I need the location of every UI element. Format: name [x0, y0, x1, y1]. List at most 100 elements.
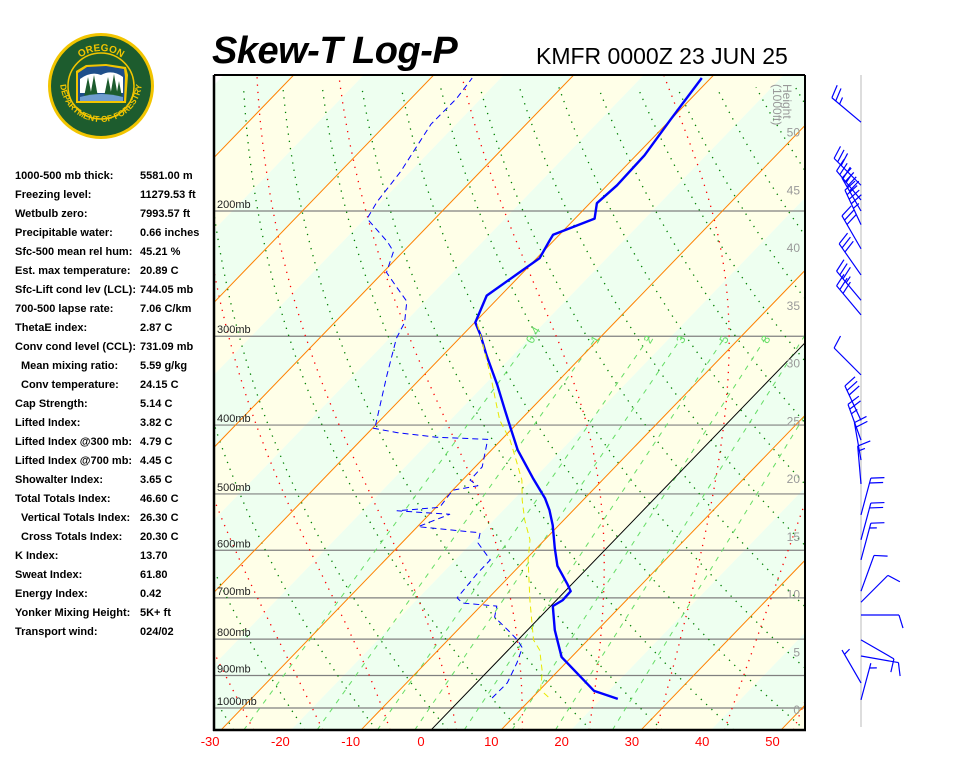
stat-row: Lifted Index @300 mb: 4.79 C — [15, 434, 215, 453]
stat-label: Wetbulb zero: — [15, 208, 88, 220]
wind-barb-feather — [835, 88, 842, 102]
wind-barb-staff — [844, 385, 862, 421]
wind-barb-feather — [836, 274, 845, 287]
wind-barb-feather — [844, 172, 855, 183]
stat-value: 46.60 C — [140, 493, 179, 505]
mixing-ratio-line — [376, 335, 651, 730]
stat-row: Precipitable water: 0.66 inches — [15, 225, 215, 244]
wind-barb-feather — [854, 415, 867, 424]
stat-value: 11279.53 ft — [140, 189, 196, 201]
stat-value: 20.89 C — [140, 265, 179, 277]
wind-barb — [833, 335, 862, 376]
wind-barb-staff — [836, 270, 862, 301]
stat-label: Vertical Totals Index: — [21, 512, 131, 524]
wind-barb-staff — [841, 649, 862, 684]
stat-label: Mean mixing ratio: — [21, 360, 119, 372]
wind-barb — [844, 376, 862, 421]
wind-barb-feather — [848, 189, 860, 200]
thermo-grid: 0.4 1 2 3 5 8 — [214, 75, 805, 730]
stat-value: 4.79 C — [140, 436, 173, 448]
moist-adiabat — [655, 75, 730, 730]
wind-barb-half-feather — [839, 97, 844, 105]
stat-label: Transport wind: — [15, 626, 98, 638]
stat-value: 45.21 % — [140, 246, 181, 258]
height-tick-label: 45 — [787, 183, 801, 197]
stat-label: Total Totals Index: — [15, 493, 111, 505]
wind-barb-feather — [857, 440, 871, 447]
wind-barb-staff — [841, 215, 862, 250]
stat-value: 2.87 C — [140, 322, 173, 334]
wind-barb-feather — [841, 167, 852, 179]
height-tick-label: 25 — [787, 414, 801, 428]
wind-barb — [860, 501, 885, 540]
stat-row: Cap Strength: 5.14 C — [15, 396, 215, 415]
wind-barb-feather — [846, 176, 857, 188]
stat-value: 24.15 C — [140, 379, 179, 391]
stat-row: Lifted Index @700 mb: 4.45 C — [15, 453, 215, 472]
height-tick-label: 5 — [793, 645, 800, 659]
wind-barb-feather — [844, 180, 856, 191]
isotherm-line — [214, 75, 575, 449]
dry-adiabat — [794, 86, 805, 106]
wind-barb-feather — [846, 214, 857, 225]
stat-row: Est. max temperature: 20.89 C — [15, 263, 215, 282]
isotherm-line — [214, 75, 435, 304]
page-title: Skew-T Log-P — [212, 30, 458, 72]
stat-row: Energy Index: 0.42 — [15, 586, 215, 605]
freezing-isotherm-line — [430, 342, 805, 730]
stat-label: Cross Totals Index: — [21, 531, 123, 543]
stat-label: Lifted Index @300 mb: — [15, 436, 133, 448]
wind-barb-feather — [844, 209, 855, 221]
dry-adiabat — [361, 87, 735, 730]
wind-barb-half-feather — [857, 447, 866, 452]
wind-barb — [861, 614, 904, 629]
wind-barb — [857, 440, 871, 484]
stat-row: Transport wind: 024/02 — [15, 624, 215, 643]
pressure-label: 200mb — [217, 199, 251, 211]
mixing-ratio-line — [414, 335, 683, 730]
stat-label: Sweat Index: — [15, 569, 83, 581]
stat-value: 3.65 C — [140, 474, 173, 486]
temperature-tick-label: 30 — [625, 734, 639, 749]
stat-value: 024/02 — [140, 626, 174, 638]
height-tick-label: 20 — [787, 472, 801, 486]
wind-barb-feather — [849, 180, 860, 192]
wind-barb — [860, 655, 901, 677]
wind-barb-feather — [841, 236, 851, 249]
isotherm-band — [290, 197, 805, 730]
stat-value: 5K+ ft — [140, 607, 171, 619]
isotherm-line — [640, 559, 805, 730]
temperature-tick-label: 10 — [484, 734, 498, 749]
pressure-label: 500mb — [217, 482, 251, 494]
temperature-tick-label: -20 — [271, 734, 290, 749]
stat-label: Lifted Index @700 mb: — [15, 455, 133, 467]
wind-barb-feather — [831, 84, 838, 98]
wind-barb-staff — [853, 422, 862, 461]
temperature-tick-label: 0 — [417, 734, 424, 749]
oregon-department-of-forestry-logo: OREGON DEPARTMENT OF FORESTRY — [46, 31, 156, 146]
wind-barb-staff — [860, 655, 899, 664]
wind-barb-feather — [833, 146, 842, 159]
stat-value: 3.82 C — [140, 417, 173, 429]
stat-label: Freezing level: — [15, 189, 92, 201]
mixing-ratio-line — [554, 335, 805, 730]
wind-barb — [836, 259, 862, 301]
stat-label: K Index: — [15, 550, 59, 562]
wind-barb — [836, 274, 862, 316]
wind-barb-feather — [839, 277, 848, 290]
isotherm-line — [360, 269, 805, 730]
wind-barb-feather — [842, 281, 851, 294]
stat-label: Cap Strength: — [15, 398, 88, 410]
temperature-tick-label: -30 — [201, 734, 220, 749]
wind-barb-feather — [844, 376, 856, 387]
wind-barb-staff — [860, 502, 872, 540]
stat-value: 5.59 g/kg — [140, 360, 188, 372]
wind-barb-feather — [890, 658, 895, 673]
height-tick-label: 15 — [787, 530, 801, 544]
pressure-label: 300mb — [217, 324, 251, 336]
stat-row: Sfc-500 mean rel hum: 45.21 % — [15, 244, 215, 263]
isotherm-line — [500, 414, 805, 730]
pressure-label: 800mb — [217, 627, 251, 639]
stat-value: 7.06 C/km — [140, 303, 192, 315]
